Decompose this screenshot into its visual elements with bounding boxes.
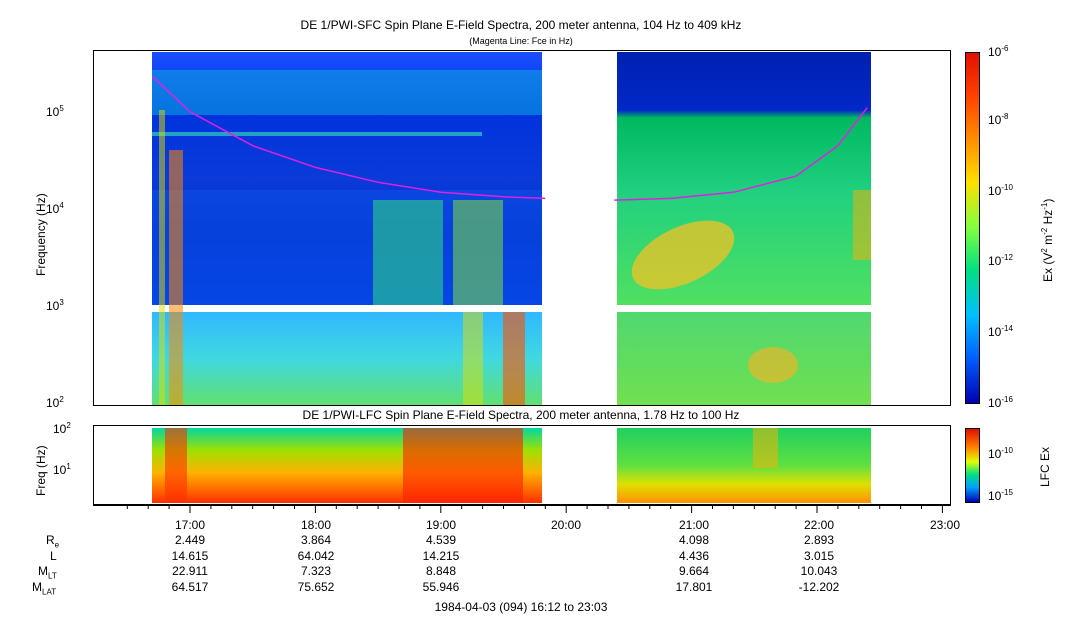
ephem-value: 4.098 (678, 533, 710, 547)
fce-line-1 (151, 75, 546, 200)
bottom-segment-2 (617, 428, 871, 503)
ephem-value: 7.323 (300, 564, 332, 578)
ephem-value: 3.864 (300, 533, 332, 547)
bottom-ylabel: Freq (Hz) (34, 445, 48, 496)
top-panel-subtitle: (Magenta Line: Fce in Hz) (469, 36, 573, 46)
time-range-footer: 1984-04-03 (094) 16:12 to 23:03 (434, 600, 608, 614)
top-segment-1 (152, 52, 542, 405)
top-spectrogram (151, 52, 871, 405)
ephem-value: 3.015 (803, 549, 835, 563)
ephem-value: 4.436 (678, 549, 710, 563)
ephem-value: 9.664 (678, 564, 710, 578)
bottom-ytick-1e2: 102 (53, 421, 71, 436)
top-colorbar (965, 52, 980, 404)
bottom-cbar-label: LFC Ex (1038, 446, 1052, 487)
top-segment-2 (617, 52, 871, 405)
top-cbar-tick-5: 10-14 (988, 324, 1013, 339)
ephem-value: 55.946 (422, 580, 460, 594)
ephem-value: 10.043 (800, 564, 838, 578)
ephem-label-mlat: MLAT (32, 580, 57, 597)
bottom-colorbar (965, 428, 980, 503)
fce-line-2 (614, 107, 868, 201)
time-tick-2300: 23:00 (929, 518, 961, 532)
top-cbar-tick-1: 10-6 (988, 44, 1009, 59)
ephem-value: 4.539 (425, 533, 457, 547)
ephem-value: 64.042 (297, 549, 335, 563)
top-ytick-1e3: 103 (46, 298, 64, 313)
ephem-value: 75.652 (297, 580, 335, 594)
ephem-label-re: Re (46, 533, 60, 550)
ephem-value: 22.911 (172, 564, 208, 578)
time-tick-1900: 19:00 (425, 518, 457, 532)
bottom-spectrogram (152, 428, 871, 503)
time-tick-2200: 22:00 (803, 518, 835, 532)
top-panel-title: DE 1/PWI-SFC Spin Plane E-Field Spectra,… (300, 18, 742, 32)
time-tick-2000: 20:00 (550, 518, 582, 532)
top-ytick-1e2: 102 (46, 395, 64, 410)
time-tick-1700: 17:00 (174, 518, 206, 532)
top-ytick-1e5: 105 (46, 104, 64, 119)
ephem-value: 8.848 (425, 564, 457, 578)
ephem-value: 2.893 (803, 533, 835, 547)
ephem-value: 64.517 (171, 580, 209, 594)
time-axis (93, 505, 951, 513)
ephem-label-mlt: MLT (38, 564, 57, 581)
top-ylabel: Frequency (Hz) (34, 193, 48, 276)
time-tick-2100: 21:00 (678, 518, 710, 532)
ephem-value: -12.202 (798, 580, 840, 594)
bottom-cbar-tick-2: 10-15 (988, 488, 1013, 503)
bottom-panel-title: DE 1/PWI-LFC Spin Plane E-Field Spectra,… (302, 408, 740, 422)
top-cbar-tick-2: 10-8 (988, 112, 1009, 127)
bottom-cbar-tick-1: 10-10 (988, 446, 1013, 461)
top-ytick-1e4: 104 (46, 201, 64, 216)
top-cbar-label: Ex (V2 m-2 Hz-1) (1040, 198, 1055, 282)
top-cbar-tick-3: 10-10 (988, 183, 1013, 198)
top-cbar-tick-4: 10-12 (988, 253, 1013, 268)
time-tick-1800: 18:00 (300, 518, 332, 532)
bottom-ytick-1e1: 101 (53, 462, 71, 477)
top-cbar-tick-6: 10-16 (988, 395, 1013, 410)
ephem-label-l: L (50, 549, 57, 563)
ephem-value: 14.615 (171, 549, 209, 563)
ephem-value: 2.449 (174, 533, 206, 547)
ephem-value: 14.215 (422, 549, 460, 563)
ephem-value: 17.801 (675, 580, 713, 594)
